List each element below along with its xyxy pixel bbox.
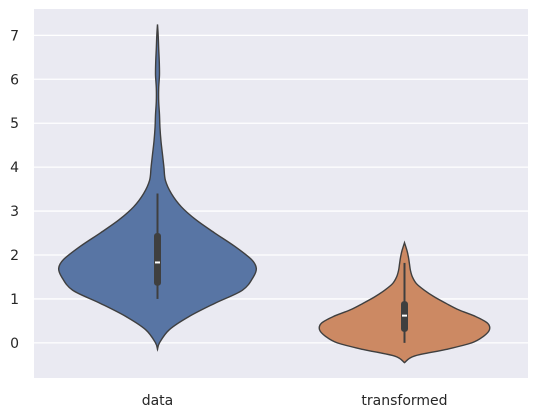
y-tick-label: 4 — [10, 160, 19, 176]
violin-data — [57, 24, 258, 352]
y-tick-label: 6 — [10, 72, 19, 88]
y-tick-label: 1 — [10, 292, 19, 308]
x-tick-labels: data transformed — [142, 393, 448, 409]
y-tick-label: 2 — [10, 248, 19, 264]
iqr-box-data — [154, 233, 161, 286]
y-tick-label: 0 — [10, 336, 19, 352]
y-tick-label: 3 — [10, 204, 19, 220]
y-tick-label: 7 — [10, 28, 19, 44]
x-tick-label: transformed — [361, 393, 447, 409]
y-tick-label: 5 — [10, 116, 19, 132]
y-tick-labels: 0 1 2 3 4 5 6 7 — [10, 28, 19, 352]
violins — [57, 24, 491, 364]
x-tick-label: data — [142, 393, 174, 409]
